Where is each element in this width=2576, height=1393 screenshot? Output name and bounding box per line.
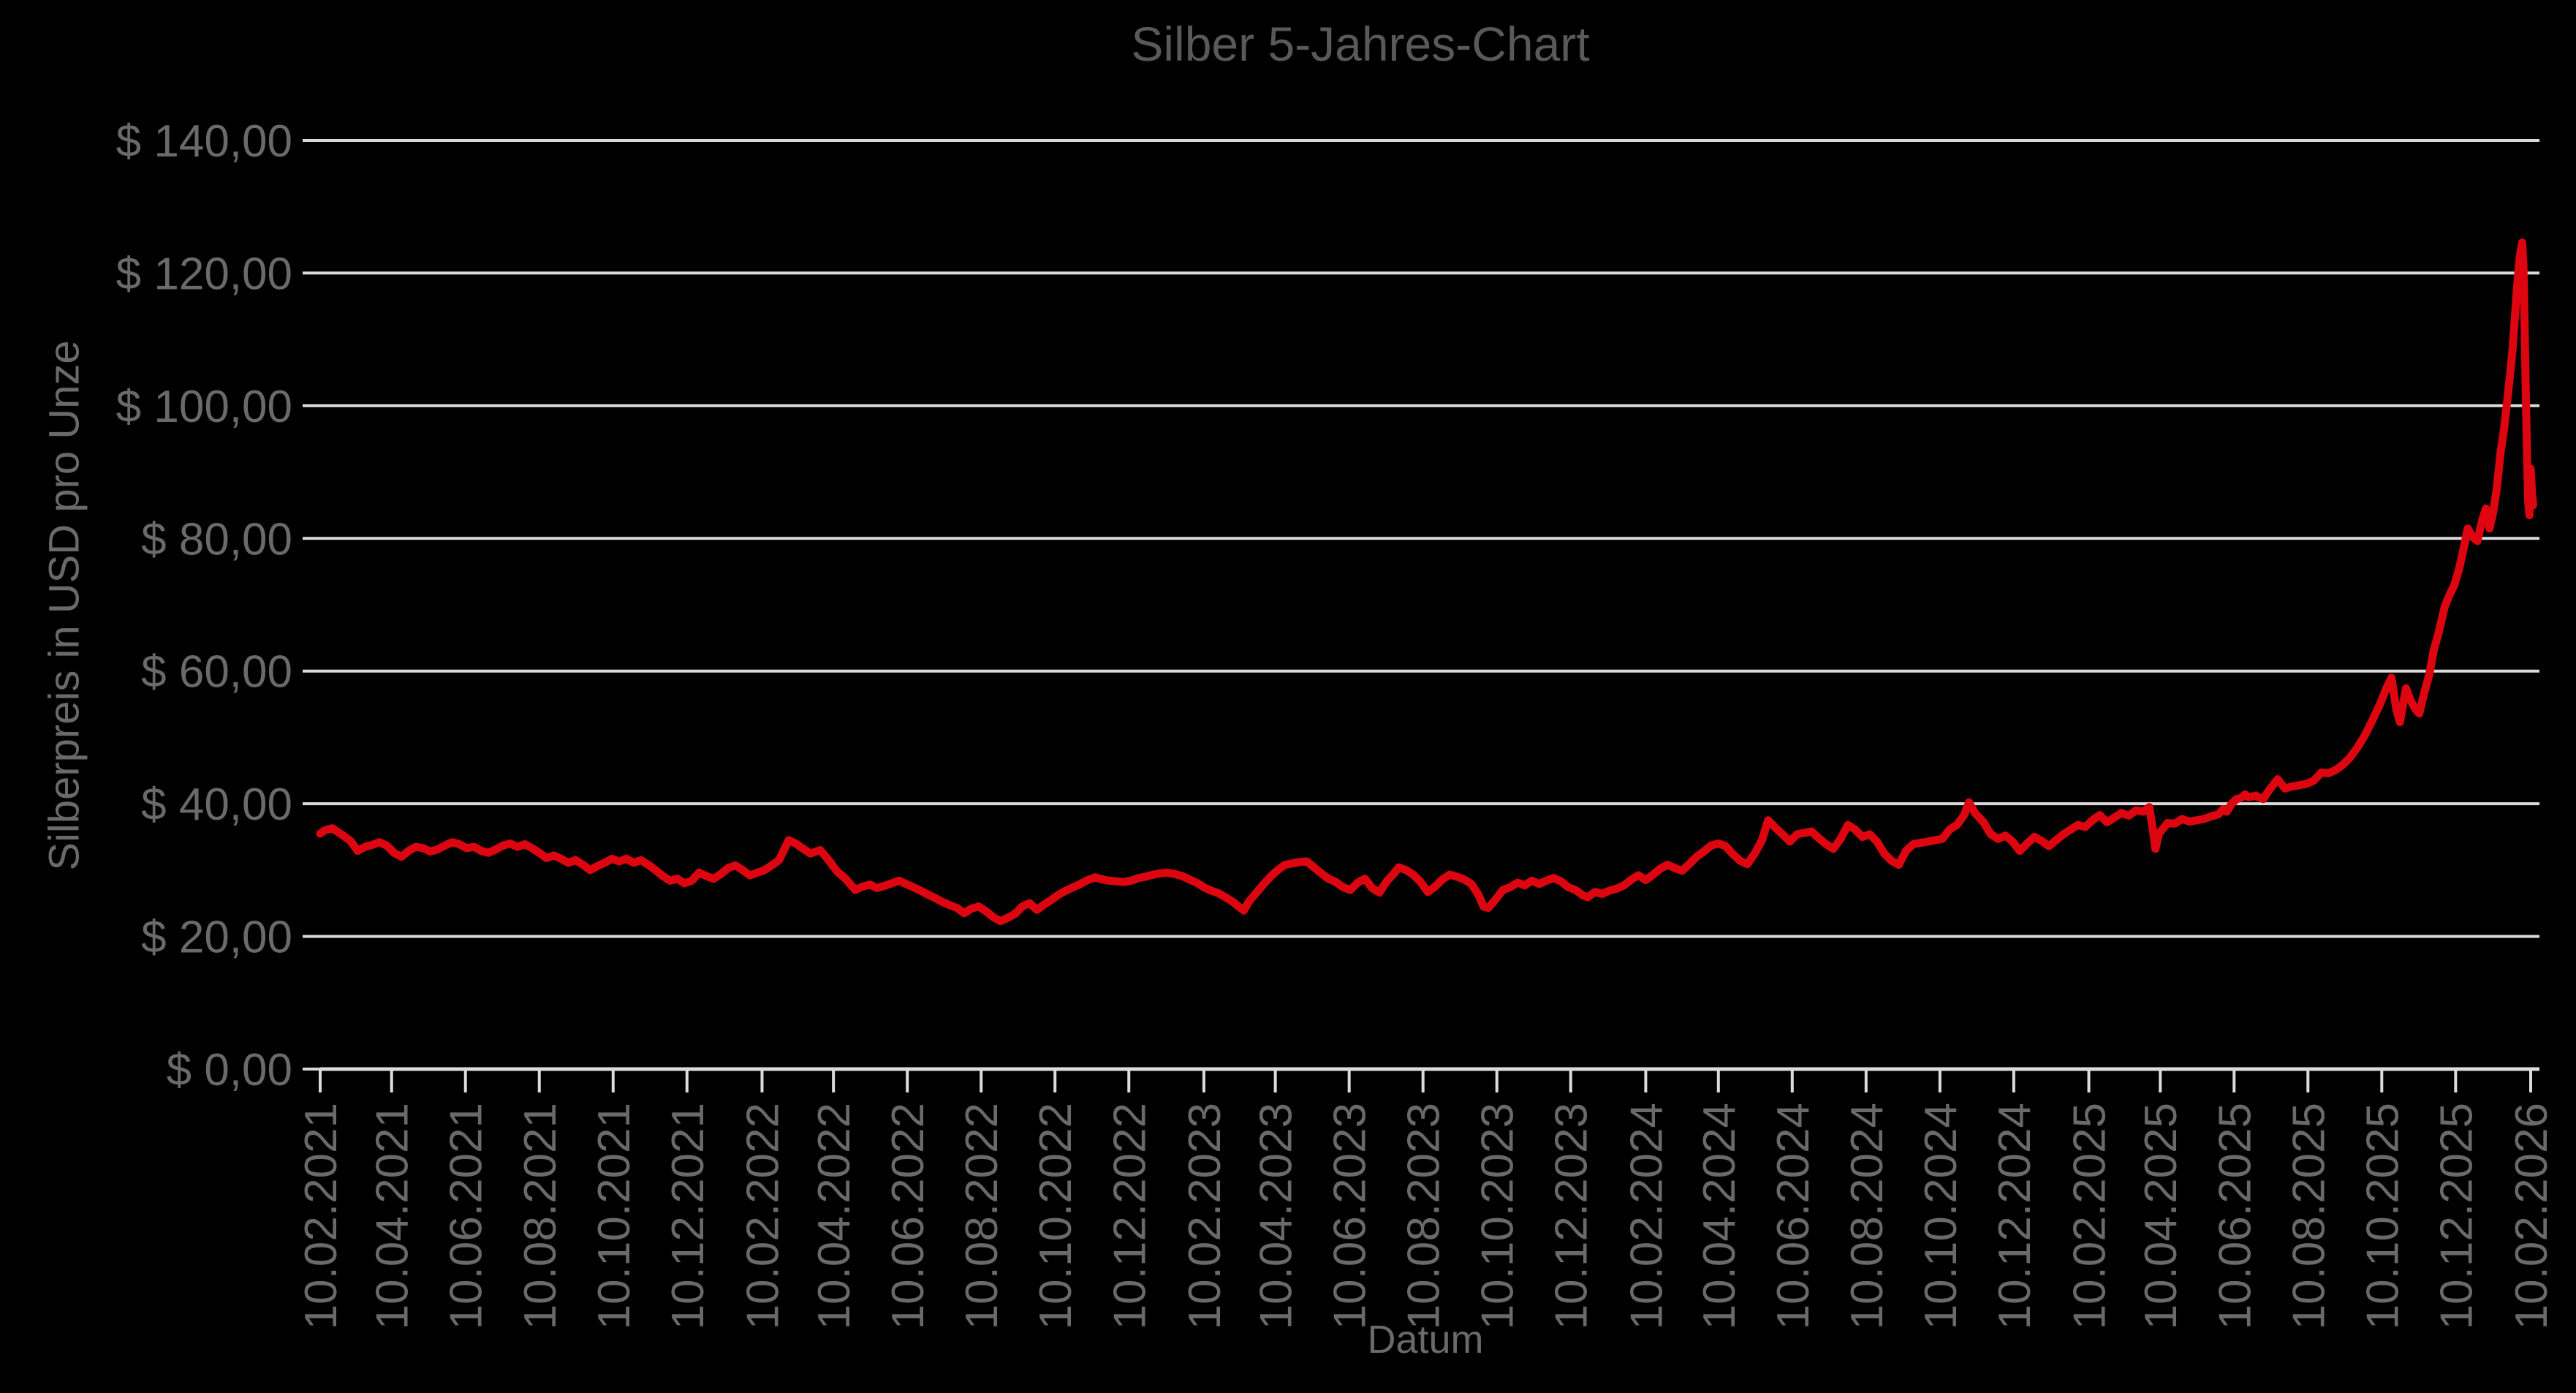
y-tick-label: $ 20,00: [141, 913, 292, 963]
y-tick-label: $ 80,00: [141, 514, 292, 565]
x-tick-label: 10.10.2025: [2357, 1103, 2408, 1329]
y-tick-label: $ 40,00: [141, 779, 292, 830]
x-tick-label: 10.08.2021: [515, 1103, 566, 1329]
x-tick-label: 10.12.2022: [1105, 1103, 1155, 1329]
x-tick-label: 10.12.2021: [663, 1103, 713, 1329]
x-tick-label: 10.08.2022: [957, 1103, 1007, 1329]
x-tick-label: 10.08.2024: [1842, 1103, 1893, 1329]
y-tick-label: $ 100,00: [116, 382, 292, 432]
x-tick-label: 10.10.2023: [1473, 1103, 1523, 1329]
x-tick-label: 10.04.2024: [1694, 1103, 1745, 1329]
x-tick-label: 10.02.2024: [1621, 1103, 1672, 1329]
x-tick-label: 10.02.2025: [2065, 1103, 2115, 1329]
y-tick-label: $ 140,00: [116, 116, 292, 167]
x-tick-label: 10.10.2022: [1031, 1103, 1081, 1329]
x-tick-label: 10.06.2022: [883, 1103, 933, 1329]
x-tick-label: 10.04.2025: [2136, 1103, 2186, 1329]
x-tick-label: 10.06.2024: [1768, 1103, 1819, 1329]
price-line: [316, 238, 2537, 926]
x-tick-label: 10.10.2021: [589, 1103, 640, 1329]
x-tick-label: 10.02.2022: [738, 1103, 788, 1329]
x-tick-label: 10.02.2026: [2507, 1103, 2557, 1329]
x-tick-label: 10.08.2023: [1399, 1103, 1450, 1329]
x-tick-label: 10.12.2025: [2431, 1103, 2482, 1329]
y-axis-title: Silberpreis in USD pro Unze: [40, 340, 88, 871]
y-tick-label: $ 60,00: [141, 647, 292, 698]
y-tick-label: $ 120,00: [116, 249, 292, 299]
x-tick-label: 10.02.2021: [296, 1103, 346, 1329]
x-tick-label: 10.04.2022: [809, 1103, 860, 1329]
x-tick-label: 10.08.2025: [2284, 1103, 2334, 1329]
x-tick-label: 10.12.2023: [1547, 1103, 1597, 1329]
x-tick-label: 10.04.2023: [1251, 1103, 1302, 1329]
chart-title: Silber 5-Jahres-Chart: [1131, 17, 1590, 71]
y-tick-label: $ 0,00: [167, 1045, 292, 1095]
x-tick-label: 10.06.2023: [1325, 1103, 1376, 1329]
x-tick-label: 10.02.2023: [1180, 1103, 1230, 1329]
x-tick-label: 10.12.2024: [1990, 1103, 2040, 1329]
x-axis-title: Datum: [1367, 1318, 1484, 1362]
x-tick-label: 10.04.2021: [368, 1103, 418, 1329]
x-tick-label: 10.06.2025: [2210, 1103, 2260, 1329]
x-tick-label: 10.06.2021: [442, 1103, 492, 1329]
x-tick-label: 10.10.2024: [1916, 1103, 1966, 1329]
